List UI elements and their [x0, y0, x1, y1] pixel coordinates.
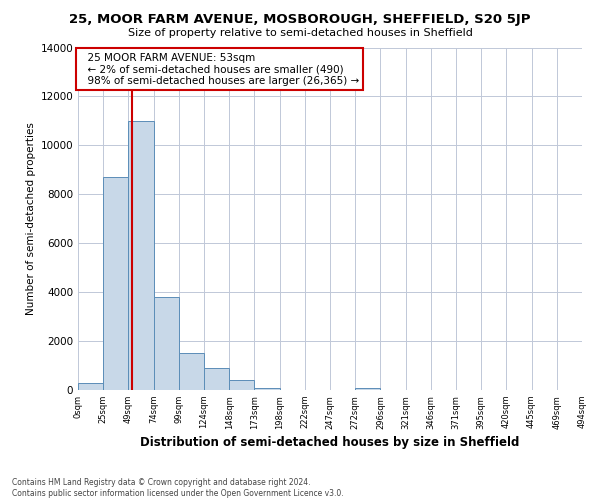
Bar	[78, 382, 103, 390]
Bar	[103, 177, 128, 390]
X-axis label: Distribution of semi-detached houses by size in Sheffield: Distribution of semi-detached houses by …	[140, 436, 520, 448]
Text: Contains HM Land Registry data © Crown copyright and database right 2024.
Contai: Contains HM Land Registry data © Crown c…	[12, 478, 344, 498]
Bar	[128, 121, 154, 390]
Text: 25, MOOR FARM AVENUE, MOSBOROUGH, SHEFFIELD, S20 5JP: 25, MOOR FARM AVENUE, MOSBOROUGH, SHEFFI…	[69, 12, 531, 26]
Bar	[355, 388, 380, 390]
Text: 25 MOOR FARM AVENUE: 53sqm
  ← 2% of semi-detached houses are smaller (490)
  98: 25 MOOR FARM AVENUE: 53sqm ← 2% of semi-…	[80, 52, 359, 86]
Y-axis label: Number of semi-detached properties: Number of semi-detached properties	[26, 122, 36, 315]
Bar	[204, 368, 229, 390]
Bar	[229, 380, 254, 390]
Bar	[254, 388, 280, 390]
Bar	[179, 354, 204, 390]
Bar	[154, 297, 179, 390]
Text: Size of property relative to semi-detached houses in Sheffield: Size of property relative to semi-detach…	[128, 28, 472, 38]
